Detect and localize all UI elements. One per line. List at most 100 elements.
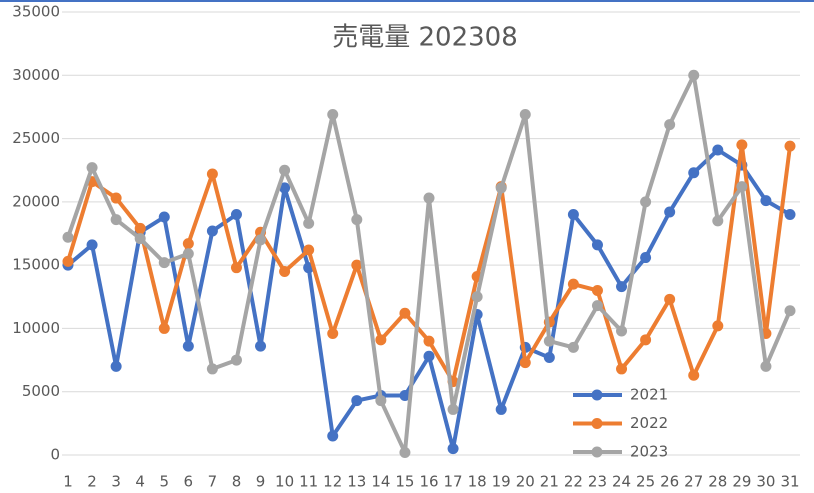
x-tick-label: 7 [208, 473, 218, 491]
y-tick-label: 25000 [12, 129, 60, 147]
x-tick-label: 8 [232, 473, 242, 491]
data-point [784, 140, 796, 152]
data-point [423, 192, 435, 204]
x-tick-label: 14 [371, 473, 390, 491]
data-point [423, 350, 435, 362]
data-point [688, 369, 700, 381]
data-point [712, 215, 724, 227]
data-point [688, 69, 700, 81]
data-point [616, 363, 628, 375]
data-point [182, 248, 194, 260]
data-point [591, 284, 603, 296]
data-point [784, 305, 796, 317]
data-point [375, 395, 387, 407]
x-tick-label: 10 [275, 473, 294, 491]
data-point [495, 182, 507, 194]
legend-label: 2021 [630, 386, 668, 404]
y-tick-label: 10000 [12, 319, 60, 337]
data-point [543, 352, 555, 364]
data-point [327, 430, 339, 442]
data-point [62, 255, 74, 267]
data-point [664, 119, 676, 131]
data-point [640, 252, 652, 264]
data-point [399, 390, 411, 402]
data-point [543, 335, 555, 347]
data-point [519, 109, 531, 121]
legend-marker [591, 446, 603, 458]
data-point [230, 262, 242, 274]
x-tick-label: 6 [184, 473, 194, 491]
x-tick-label: 16 [419, 473, 438, 491]
data-point [351, 395, 363, 407]
data-point [206, 168, 218, 180]
data-point [567, 341, 579, 353]
data-point [567, 278, 579, 290]
x-tick-label: 29 [732, 473, 751, 491]
data-point [86, 162, 98, 174]
data-point [447, 403, 459, 415]
x-tick-label: 23 [588, 473, 607, 491]
data-point [712, 320, 724, 332]
data-point [591, 300, 603, 312]
data-point [158, 322, 170, 334]
x-tick-label: 11 [299, 473, 318, 491]
data-point [206, 363, 218, 375]
data-point [230, 209, 242, 221]
data-point [640, 196, 652, 208]
data-point [110, 192, 122, 204]
data-point [158, 211, 170, 223]
x-tick-label: 4 [135, 473, 145, 491]
data-point [182, 340, 194, 352]
data-point [327, 109, 339, 121]
data-point [712, 144, 724, 156]
data-point [736, 181, 748, 193]
data-point [134, 233, 146, 245]
data-point [375, 334, 387, 346]
y-tick-label: 0 [50, 446, 60, 464]
x-tick-label: 13 [347, 473, 366, 491]
x-tick-label: 3 [111, 473, 121, 491]
data-point [736, 139, 748, 151]
data-point [784, 209, 796, 221]
data-point [255, 340, 267, 352]
x-tick-label: 30 [756, 473, 775, 491]
y-tick-label: 20000 [12, 192, 60, 210]
data-point [760, 195, 772, 207]
data-point [62, 231, 74, 243]
data-point [110, 214, 122, 226]
data-point [327, 327, 339, 339]
data-point [110, 360, 122, 372]
x-tick-label: 1 [63, 473, 73, 491]
x-tick-label: 28 [708, 473, 727, 491]
data-point [399, 307, 411, 319]
data-point [303, 244, 315, 256]
data-point [664, 293, 676, 305]
legend-marker [591, 389, 603, 401]
data-point [206, 225, 218, 237]
data-point [158, 257, 170, 269]
x-tick-label: 15 [395, 473, 414, 491]
data-point [134, 222, 146, 234]
x-tick-label: 5 [159, 473, 169, 491]
data-point [688, 167, 700, 179]
y-tick-label: 30000 [12, 66, 60, 84]
data-point [279, 164, 291, 176]
x-tick-label: 17 [444, 473, 463, 491]
data-point [182, 238, 194, 250]
legend-label: 2022 [630, 414, 668, 432]
y-tick-label: 35000 [12, 3, 60, 21]
y-tick-label: 5000 [22, 382, 60, 400]
data-point [279, 182, 291, 194]
x-tick-label: 31 [780, 473, 799, 491]
chart-title: 売電量 202308 [332, 23, 518, 53]
data-point [591, 239, 603, 251]
x-tick-label: 22 [564, 473, 583, 491]
x-tick-label: 2 [87, 473, 97, 491]
data-point [640, 334, 652, 346]
data-point [230, 354, 242, 366]
data-point [664, 206, 676, 218]
x-tick-label: 9 [256, 473, 266, 491]
x-tick-label: 12 [323, 473, 342, 491]
series-line [66, 73, 792, 455]
